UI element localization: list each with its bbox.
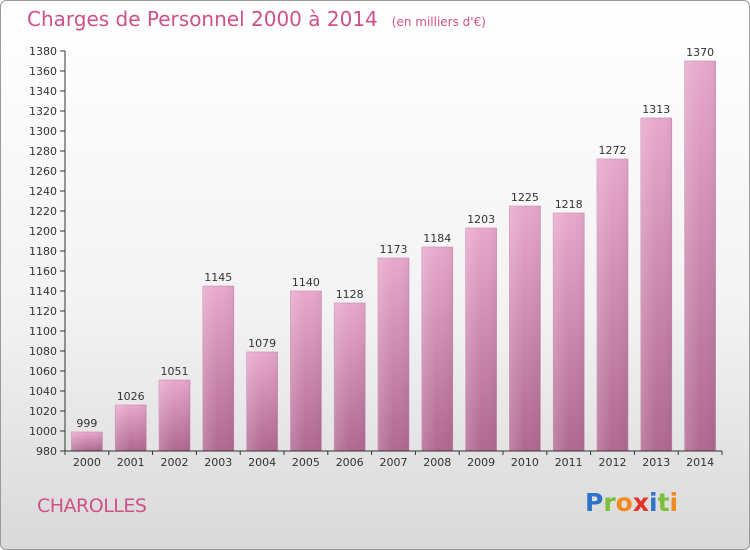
x-tick-label-2008: 2008 (423, 456, 451, 469)
x-tick-label-2003: 2003 (204, 456, 232, 469)
y-tick-label: 1020 (29, 405, 57, 418)
value-label-2004: 1079 (248, 337, 276, 350)
x-tick-label-2010: 2010 (511, 456, 539, 469)
value-label-2011: 1218 (555, 198, 583, 211)
bars-group: 999 1026 1051 1145 1079 1140 1128 1173 1184 1203 1… (71, 46, 716, 452)
x-tick-label-2007: 2007 (380, 456, 408, 469)
title-row: Charges de Personnel 2000 à 2014 (en mill… (27, 7, 486, 31)
value-label-2006: 1128 (336, 288, 364, 301)
bar-shine-2003 (202, 286, 234, 451)
value-label-2013: 1313 (642, 103, 670, 116)
value-label-2007: 1173 (380, 243, 408, 256)
x-tick-label-2000: 2000 (73, 456, 101, 469)
y-tick-label: 1180 (29, 245, 57, 258)
value-label-2002: 1051 (161, 365, 189, 378)
y-tick-label: 1000 (29, 425, 57, 438)
y-tick-label: 1040 (29, 385, 57, 398)
y-tick-label: 980 (36, 445, 57, 458)
value-label-2010: 1225 (511, 191, 539, 204)
y-tick-label: 1360 (29, 65, 57, 78)
y-tick-label: 1260 (29, 165, 57, 178)
y-tick-label: 1140 (29, 285, 57, 298)
bar-shine-2009 (465, 228, 497, 451)
x-axis: 2000 2001 2002 2003 2004 2005 2006 2007 2008 2009… (64, 450, 723, 469)
y-tick-label: 1380 (29, 45, 57, 58)
x-tick-label-2001: 2001 (117, 456, 145, 469)
x-tick-label-2012: 2012 (599, 456, 627, 469)
bar-shine-2012 (597, 159, 628, 451)
bar-shine-2007 (378, 258, 409, 451)
y-tick-label: 1160 (29, 265, 57, 278)
bar-shine-2014 (684, 61, 716, 451)
bar-shine-2005 (290, 291, 322, 451)
y-tick-label: 1320 (29, 105, 57, 118)
value-label-2014: 1370 (686, 46, 714, 59)
y-tick-label: 1200 (29, 225, 57, 238)
bar-shine-2008 (421, 247, 453, 451)
value-label-2009: 1203 (467, 213, 495, 226)
y-tick-label: 1060 (29, 365, 57, 378)
y-tick-label: 1240 (29, 185, 57, 198)
x-tick-label-2014: 2014 (686, 456, 714, 469)
x-tick-label-2013: 2013 (642, 456, 670, 469)
bar-shine-2004 (246, 352, 278, 451)
y-tick-label: 1080 (29, 345, 57, 358)
bar-shine-2002 (159, 380, 190, 451)
bar-shine-2013 (640, 118, 672, 451)
bar-shine-2006 (334, 303, 366, 451)
y-tick-label: 1300 (29, 125, 57, 138)
value-label-2005: 1140 (292, 276, 320, 289)
value-label-2000: 999 (76, 417, 97, 430)
chart-title: Charges de Personnel 2000 à 2014 (27, 7, 378, 31)
town-name: CHAROLLES (37, 495, 147, 517)
y-tick-label: 1120 (29, 305, 57, 318)
bar-shine-2011 (553, 213, 585, 451)
y-tick-label: 1100 (29, 325, 57, 338)
proxiti-logo: Proxiti (585, 488, 679, 517)
bar-shine-2000 (71, 432, 103, 451)
x-tick-label-2005: 2005 (292, 456, 320, 469)
y-axis: 980 1000 1020 1040 1060 1080 1100 1120 1140 1160 1… (29, 45, 66, 458)
x-tick-label-2004: 2004 (248, 456, 276, 469)
value-label-2008: 1184 (423, 232, 451, 245)
value-label-2012: 1272 (599, 144, 627, 157)
x-tick-label-2009: 2009 (467, 456, 495, 469)
bar-shine-2001 (115, 405, 147, 451)
value-label-2001: 1026 (117, 390, 145, 403)
value-label-2003: 1145 (204, 271, 232, 284)
bar-shine-2010 (509, 206, 541, 451)
x-tick-label-2002: 2002 (161, 456, 189, 469)
y-tick-label: 1220 (29, 205, 57, 218)
chart-subtitle: (en milliers d'€) (391, 15, 486, 29)
x-tick-label-2006: 2006 (336, 456, 364, 469)
y-tick-label: 1280 (29, 145, 57, 158)
y-tick-label: 1340 (29, 85, 57, 98)
x-tick-label-2011: 2011 (555, 456, 583, 469)
